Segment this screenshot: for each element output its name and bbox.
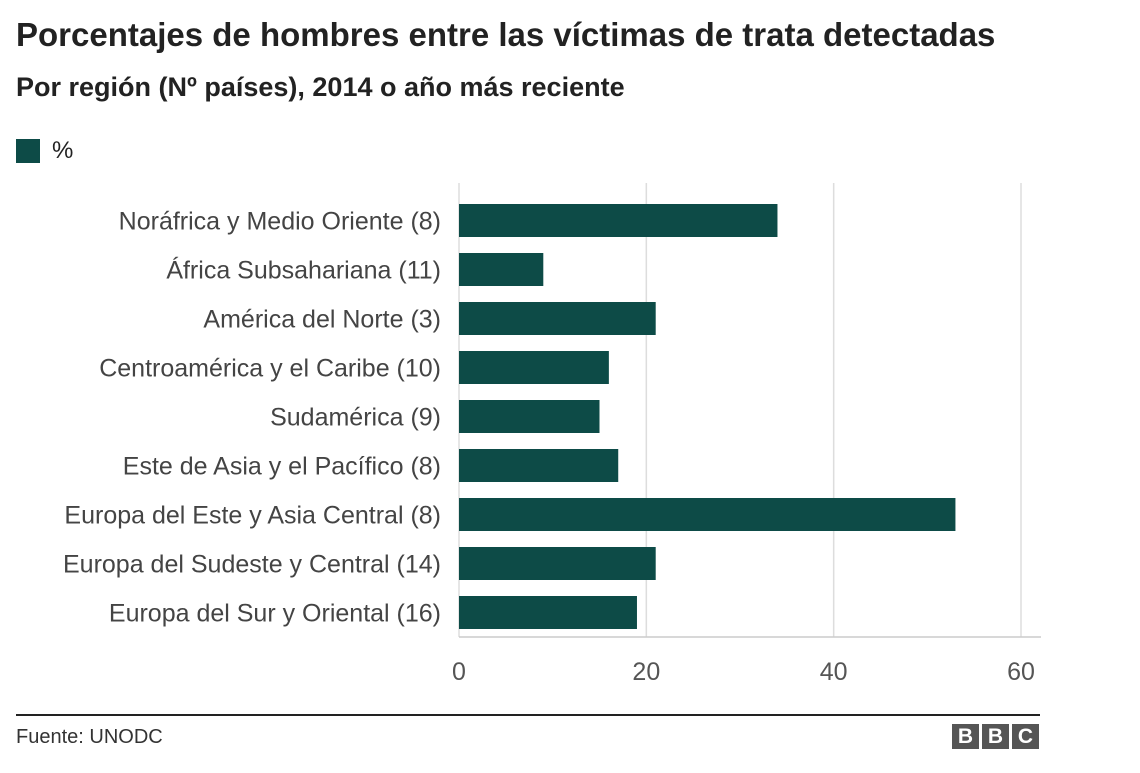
bar: [459, 302, 656, 335]
category-label: América del Norte (3): [203, 306, 441, 334]
category-label: Sudamérica (9): [270, 404, 441, 432]
legend-swatch: [16, 139, 40, 163]
x-axis-ticks: 0 20 40 60: [452, 658, 1035, 686]
bar: [459, 400, 600, 433]
bars: [459, 204, 956, 629]
category-label: Centroamérica y el Caribe (10): [99, 355, 441, 383]
bbc-logo: B B C: [952, 724, 1039, 749]
category-label: Europa del Sudeste y Central (14): [63, 551, 441, 579]
category-label: Este de Asia y el Pacífico (8): [123, 453, 441, 481]
category-label: África Subsahariana (11): [166, 256, 441, 285]
x-tick-label: 0: [452, 658, 466, 686]
category-label: Europa del Sur y Oriental (16): [109, 600, 441, 628]
chart-title: Porcentajes de hombres entre las víctima…: [16, 16, 996, 53]
category-labels: Noráfrica y Medio Oriente (8) África Subs…: [63, 208, 441, 628]
bar: [459, 596, 637, 629]
legend-label: %: [52, 137, 74, 164]
footer-divider: [16, 714, 1040, 716]
x-tick-label: 60: [1007, 658, 1035, 686]
bar: [459, 547, 656, 580]
category-label: Noráfrica y Medio Oriente (8): [119, 208, 441, 236]
bbc-logo-letter: B: [982, 724, 1009, 749]
category-label: Europa del Este y Asia Central (8): [64, 502, 441, 530]
bar-chart: Noráfrica y Medio Oriente (8) África Subs…: [63, 183, 1041, 686]
bar: [459, 449, 619, 482]
bar: [459, 253, 544, 286]
source-note: Fuente: UNODC: [16, 726, 163, 748]
bar: [459, 351, 609, 384]
bar: [459, 498, 956, 531]
bar: [459, 204, 778, 237]
legend: %: [16, 137, 74, 164]
bbc-logo-letter: C: [1012, 724, 1039, 749]
bbc-logo-letter: B: [952, 724, 979, 749]
x-tick-label: 40: [820, 658, 848, 686]
chart-subtitle: Por región (Nº países), 2014 o año más r…: [16, 72, 625, 102]
x-tick-label: 20: [632, 658, 660, 686]
